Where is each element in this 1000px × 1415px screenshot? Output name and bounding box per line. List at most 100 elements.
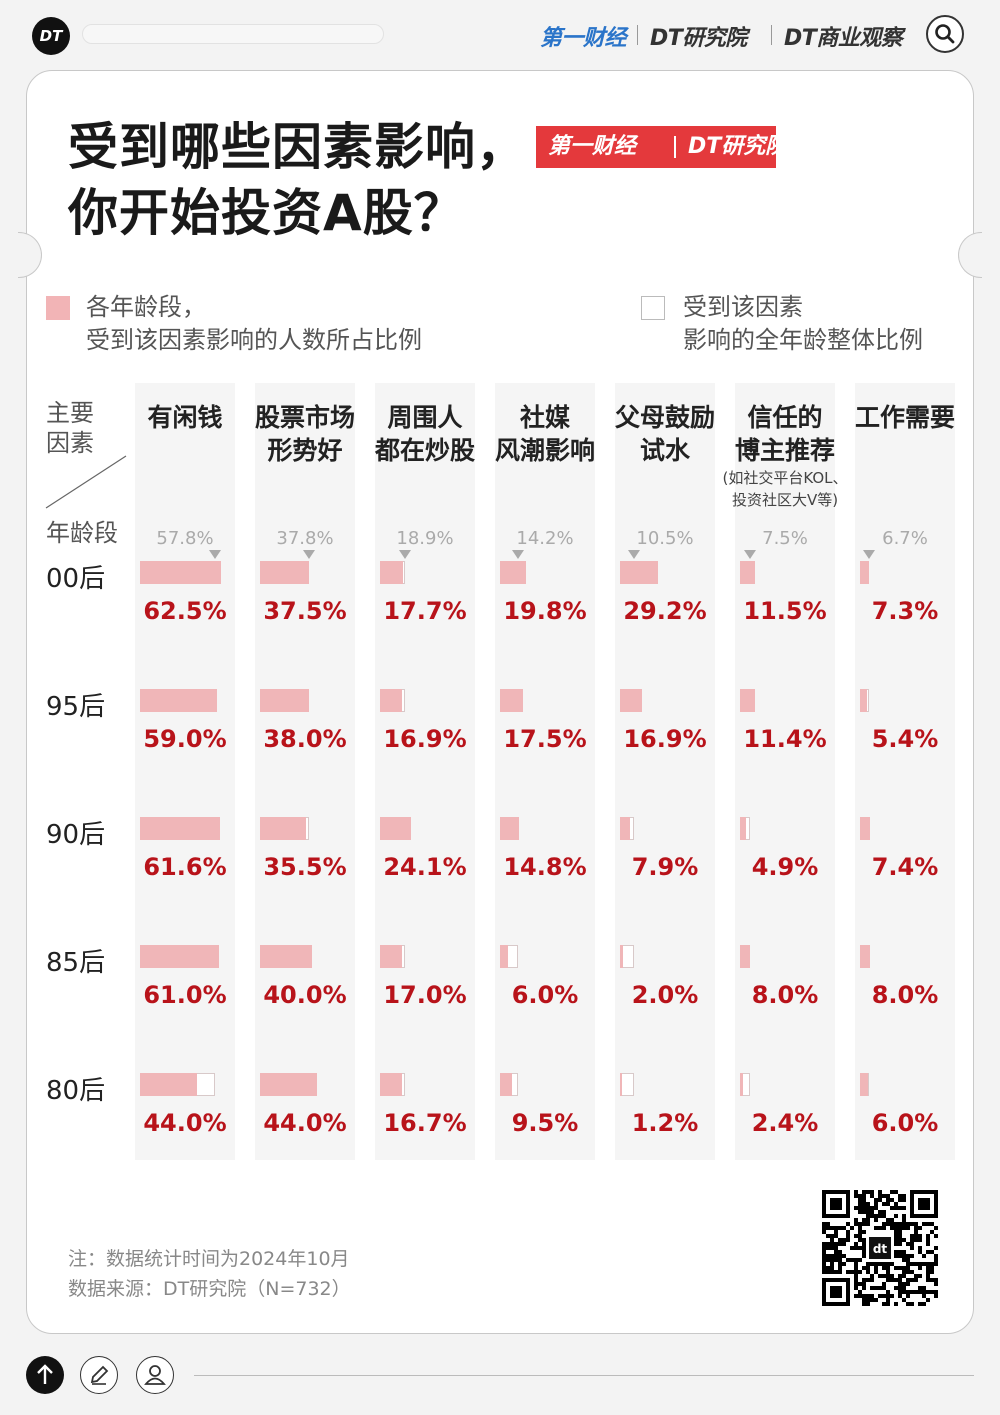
age-bar — [740, 945, 751, 968]
overall-percent-label: 6.7% — [882, 528, 928, 549]
column-header: 有闲钱 — [120, 401, 250, 434]
brand-dt-research[interactable]: DT研究院 — [650, 26, 747, 51]
value-label: 7.3% — [871, 597, 939, 625]
qr-center-logo: dt — [873, 1242, 888, 1256]
value-label: 61.6% — [143, 853, 227, 881]
brand-yicai[interactable]: 第一财经 — [540, 26, 627, 51]
column-header: 社媒 风潮影响 — [480, 401, 610, 467]
column-header-line: 信任的 — [747, 403, 823, 432]
column-header-line: 社媒 — [519, 403, 570, 432]
column-header-line: 工作需要 — [854, 403, 955, 432]
overall-percent-label: 14.2% — [516, 528, 574, 549]
value-label: 17.5% — [503, 725, 587, 753]
value-label: 2.4% — [751, 1109, 819, 1137]
note-source: 数据来源：DT研究院（N=732） — [68, 1278, 351, 1300]
age-bar — [260, 561, 309, 584]
value-label: 8.0% — [871, 981, 939, 1009]
value-label: 62.5% — [143, 597, 227, 625]
legend-empty-line-2: 影响的全年龄整体比例 — [683, 326, 923, 354]
age-bar — [620, 561, 658, 584]
column-header-line: 周围人 — [387, 403, 463, 432]
column-header-line: 风潮影响 — [494, 436, 595, 465]
brand-separator — [771, 25, 772, 45]
value-label: 16.9% — [383, 725, 467, 753]
legend-empty-text: 受到该因素 影响的全年龄整体比例 — [683, 291, 923, 357]
corner-factor-line-2: 因素 — [46, 429, 94, 457]
toolbar-divider — [194, 1375, 974, 1376]
value-label: 16.9% — [623, 725, 707, 753]
column-header: 周围人 都在炒股 — [360, 401, 490, 467]
column-header: 工作需要 — [840, 401, 970, 434]
column-header: 信任的 博主推荐 (如社交平台KOL、 投资社区大V等) — [720, 401, 850, 511]
legend-swatch-empty — [641, 296, 665, 320]
value-label: 1.2% — [631, 1109, 699, 1137]
title-line-2: 你开始投资A股？ — [68, 184, 465, 242]
value-label: 40.0% — [263, 981, 347, 1009]
note-date: 注：数据统计时间为2024年10月 — [68, 1248, 350, 1270]
age-bar — [260, 1073, 318, 1096]
search-button[interactable] — [926, 15, 964, 53]
age-bar — [140, 561, 222, 584]
value-label: 2.0% — [631, 981, 699, 1009]
age-bar — [740, 1073, 744, 1096]
value-label: 61.0% — [143, 981, 227, 1009]
column-header-line: 股票市场 — [254, 403, 355, 432]
age-bar — [140, 945, 220, 968]
column-background — [375, 383, 475, 1160]
age-bar — [140, 817, 221, 840]
age-group-label: 00后 — [46, 564, 106, 594]
age-bar — [140, 689, 217, 712]
dt-logo[interactable]: DT — [32, 17, 70, 55]
page-title: 受到哪些因素影响， 你开始投资A股？ — [68, 114, 527, 246]
age-bar — [620, 1073, 622, 1096]
value-label: 5.4% — [871, 725, 939, 753]
column-header-note: (如社交平台KOL、 — [722, 469, 848, 487]
qr-code[interactable]: dt — [822, 1190, 938, 1306]
value-label: 9.5% — [511, 1109, 579, 1137]
age-bar — [860, 689, 868, 712]
age-bar — [140, 1073, 198, 1096]
overall-bar — [620, 1073, 634, 1096]
overall-marker — [398, 550, 411, 559]
overall-percent-label: 37.8% — [276, 528, 334, 549]
age-bar — [500, 689, 523, 712]
value-label: 7.9% — [631, 853, 699, 881]
title-brand-badge: 第一财经 DT研究院 — [536, 126, 787, 168]
column-background — [615, 383, 715, 1160]
value-label: 17.7% — [383, 597, 467, 625]
edit-button[interactable] — [80, 1356, 118, 1394]
back-to-top-button[interactable] — [26, 1356, 64, 1394]
overall-percent-label: 7.5% — [762, 528, 808, 549]
corner-diagonal-line — [45, 455, 127, 509]
overall-marker — [303, 550, 316, 559]
brand-dt-business[interactable]: DT商业观察 — [784, 26, 903, 51]
value-label: 4.9% — [751, 853, 819, 881]
column-background — [495, 383, 595, 1160]
legend-filled-line-1: 各年龄段， — [86, 293, 206, 321]
corner-factor-label: 主要 因素 — [46, 398, 94, 458]
value-label: 19.8% — [503, 597, 587, 625]
age-bar — [500, 561, 526, 584]
column-header-line: 形势好 — [267, 436, 343, 465]
age-bar — [860, 945, 871, 968]
arrow-up-icon — [37, 1364, 53, 1384]
value-label: 44.0% — [263, 1109, 347, 1137]
value-label: 11.5% — [743, 597, 827, 625]
age-bar — [860, 1073, 868, 1096]
age-bar — [380, 817, 412, 840]
badge-yicai: 第一财经 — [548, 134, 637, 159]
age-bar — [500, 1073, 513, 1096]
value-label: 6.0% — [511, 981, 579, 1009]
age-bar — [620, 689, 642, 712]
legend-swatch-filled — [46, 296, 70, 320]
column-header: 股票市场 形势好 — [240, 401, 370, 467]
column-header-line: 都在炒股 — [374, 436, 475, 465]
column-header-line: 博主推荐 — [734, 436, 835, 465]
value-label: 59.0% — [143, 725, 227, 753]
search-icon — [935, 24, 955, 44]
age-bar — [620, 945, 623, 968]
age-bar — [380, 689, 402, 712]
profile-button[interactable] — [136, 1356, 174, 1394]
column-header-line: 有闲钱 — [147, 403, 223, 432]
search-bar[interactable] — [82, 24, 384, 44]
